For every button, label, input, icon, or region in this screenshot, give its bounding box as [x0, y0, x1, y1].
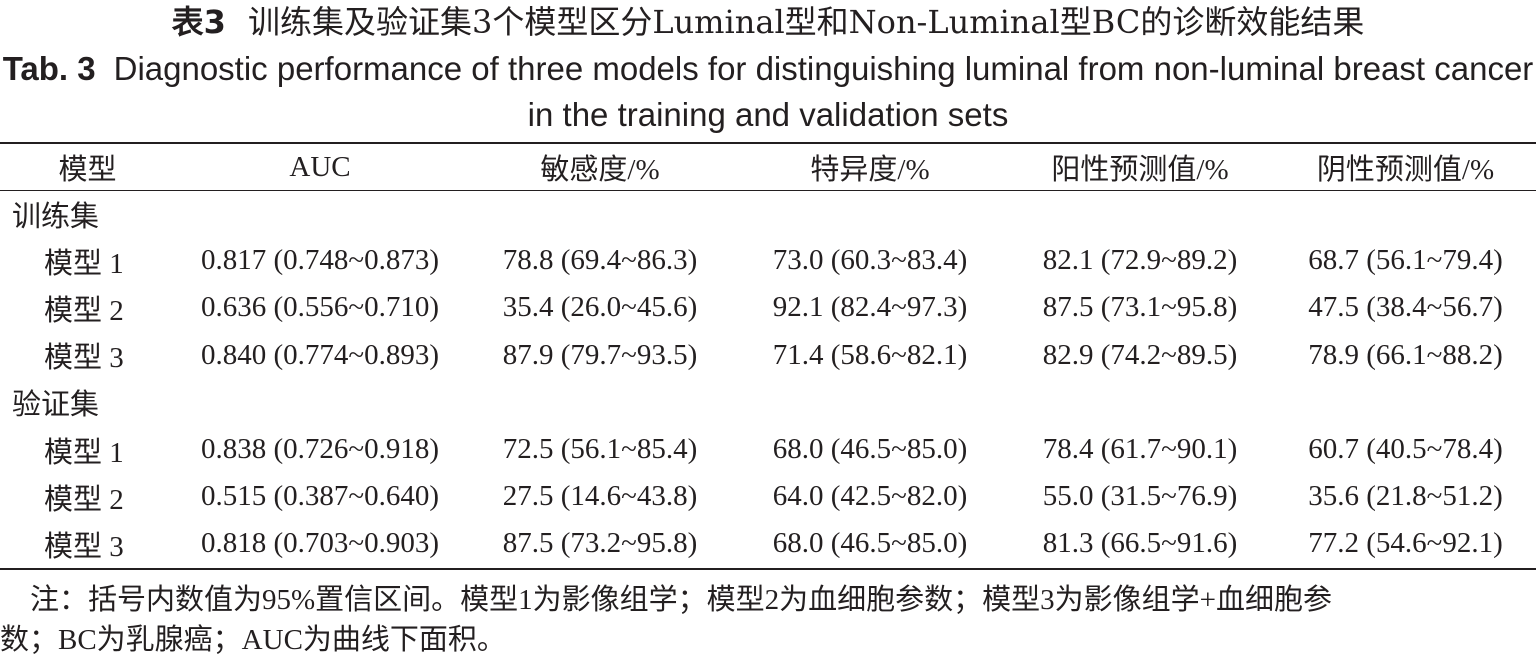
group-row-validation: 验证集	[0, 379, 1536, 426]
note-line-1: 注：括号内数值为95%置信区间。模型1为影像组学；模型2为血细胞参数；模型3为影…	[30, 584, 1333, 616]
npv-cell: 77.2 (54.6~92.1)	[1308, 527, 1503, 560]
table-row: 模型 2 0.515 (0.387~0.640) 27.5 (14.6~43.8…	[0, 473, 1536, 520]
sensitivity-cell: 35.4 (26.0~45.6)	[502, 291, 698, 324]
auc-cell: 0.817 (0.748~0.873)	[200, 244, 439, 277]
specificity-cell: 68.0 (46.5~85.0)	[772, 527, 968, 560]
header-auc: AUC	[289, 150, 351, 183]
table-row: 模型 2 0.636 (0.556~0.710) 35.4 (26.0~45.6…	[0, 284, 1536, 331]
table-label-cn: 表3	[171, 3, 226, 41]
auc-cell: 0.515 (0.387~0.640)	[200, 480, 439, 513]
ppv-cell: 55.0 (31.5~76.9)	[1042, 480, 1238, 513]
table-label-en: Tab. 3	[2, 50, 96, 87]
header-model: 模型	[58, 154, 117, 186]
model-cell: 模型 3	[44, 342, 124, 375]
specificity-cell: 73.0 (60.3~83.4)	[772, 244, 968, 277]
specificity-cell: 64.0 (42.5~82.0)	[772, 480, 968, 513]
note-line-2: 数；BC为乳腺癌；AUC为曲线下面积。	[0, 624, 506, 656]
model-cell: 模型 1	[44, 247, 124, 280]
header-ppv: 阳性预测值/%	[1051, 154, 1229, 186]
model-cell: 模型 2	[44, 294, 124, 327]
header-npv: 阴性预测值/%	[1316, 154, 1495, 186]
header-sensitivity: 敏感度/%	[540, 154, 660, 186]
specificity-cell: 68.0 (46.5~85.0)	[772, 433, 968, 466]
sensitivity-cell: 72.5 (56.1~85.4)	[502, 433, 698, 466]
table-row: 模型 3 0.840 (0.774~0.893) 87.9 (79.7~93.5…	[0, 332, 1536, 379]
auc-cell: 0.818 (0.703~0.903)	[200, 527, 439, 560]
ppv-cell: 87.5 (73.1~95.8)	[1042, 291, 1238, 324]
auc-cell: 0.636 (0.556~0.710)	[200, 291, 439, 324]
model-cell: 模型 2	[44, 483, 124, 516]
sensitivity-cell: 87.9 (79.7~93.5)	[502, 338, 698, 371]
specificity-cell: 71.4 (58.6~82.1)	[772, 338, 968, 371]
table-title-en: Tab. 3 Diagnostic performance of three mo…	[0, 46, 1536, 138]
sensitivity-cell: 27.5 (14.6~43.8)	[502, 480, 698, 513]
model-cell: 模型 3	[44, 530, 124, 563]
ppv-cell: 78.4 (61.7~90.1)	[1042, 433, 1238, 466]
auc-cell: 0.840 (0.774~0.893)	[200, 338, 439, 371]
auc-cell: 0.838 (0.726~0.918)	[200, 433, 439, 466]
table-title-en-text: Diagnostic performance of three models f…	[113, 50, 1534, 133]
group-row-training: 训练集	[0, 190, 1536, 237]
ppv-cell: 82.1 (72.9~89.2)	[1042, 244, 1238, 277]
table-row: 模型 3 0.818 (0.703~0.903) 87.5 (73.2~95.8…	[0, 520, 1536, 567]
group-label: 验证集	[12, 389, 100, 422]
npv-cell: 78.9 (66.1~88.2)	[1308, 338, 1503, 371]
sensitivity-cell: 87.5 (73.2~95.8)	[502, 527, 698, 560]
npv-cell: 47.5 (38.4~56.7)	[1308, 291, 1503, 324]
header-specificity: 特异度/%	[810, 154, 930, 186]
group-label: 训练集	[12, 200, 100, 233]
ppv-cell: 82.9 (74.2~89.5)	[1042, 338, 1238, 371]
npv-cell: 68.7 (56.1~79.4)	[1308, 244, 1503, 277]
performance-table: 模型 AUC 敏感度/% 特异度/% 阳性预测值/% 阴性预测值/% 训练集 模…	[0, 144, 1536, 568]
table-title-cn: 表3 训练集及验证集3个模型区分Luminal型和Non-Luminal型BC的诊…	[0, 0, 1536, 44]
specificity-cell: 92.1 (82.4~97.3)	[772, 291, 968, 324]
bottom-rule	[0, 568, 1536, 570]
npv-cell: 60.7 (40.5~78.4)	[1308, 433, 1503, 466]
table-note: 注：括号内数值为95%置信区间。模型1为影像组学；模型2为血细胞参数；模型3为影…	[0, 580, 1536, 660]
header-row: 模型 AUC 敏感度/% 特异度/% 阳性预测值/% 阴性预测值/%	[0, 144, 1536, 190]
npv-cell: 35.6 (21.8~51.2)	[1308, 480, 1503, 513]
header-rule	[0, 190, 1536, 191]
top-rule	[0, 142, 1536, 144]
table-row: 模型 1 0.817 (0.748~0.873) 78.8 (69.4~86.3…	[0, 237, 1536, 284]
ppv-cell: 81.3 (66.5~91.6)	[1042, 527, 1238, 560]
table-title-cn-text: 训练集及验证集3个模型区分Luminal型和Non-Luminal型BC的诊断效…	[247, 3, 1365, 41]
model-cell: 模型 1	[44, 436, 124, 469]
sensitivity-cell: 78.8 (69.4~86.3)	[502, 244, 698, 277]
table-row: 模型 1 0.838 (0.726~0.918) 72.5 (56.1~85.4…	[0, 426, 1536, 473]
